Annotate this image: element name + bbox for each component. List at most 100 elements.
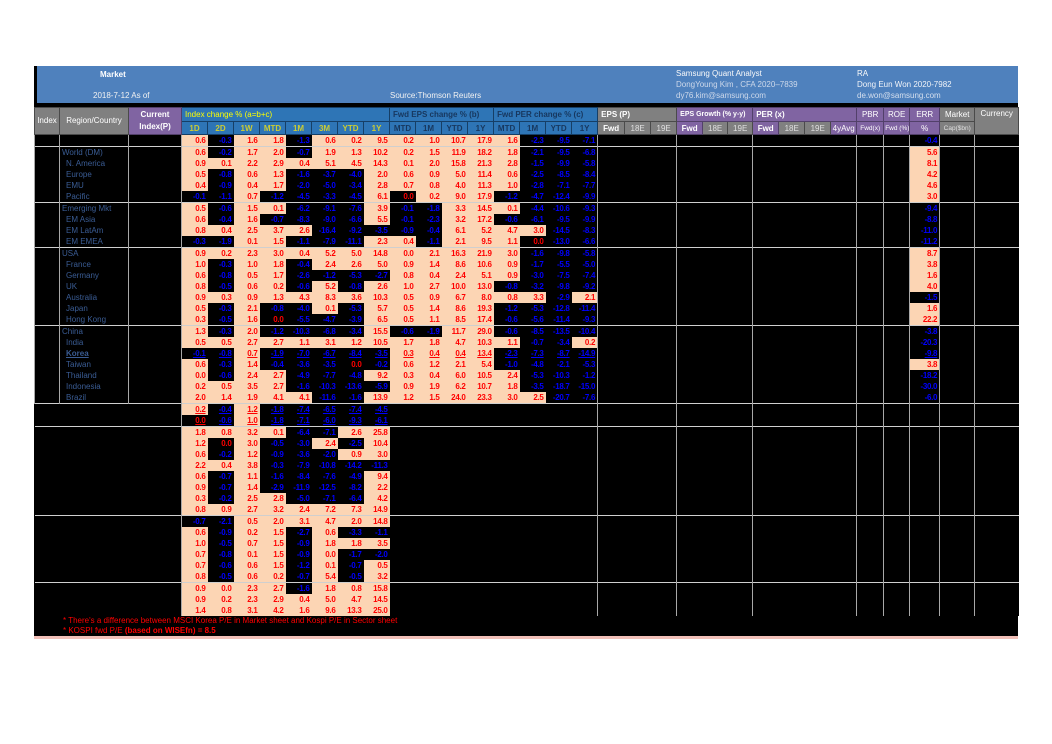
data-cell[interactable] [441,582,468,594]
data-cell[interactable] [441,504,468,516]
empty-cell[interactable] [830,270,858,281]
data-cell[interactable]: 0.5 [207,381,234,392]
empty-cell[interactable] [597,202,625,214]
data-cell[interactable]: 0.6 [311,527,338,538]
currency-cell[interactable] [974,438,1019,449]
data-cell[interactable]: 0.1 [311,560,338,571]
data-cell[interactable] [441,493,468,504]
data-cell[interactable]: -11.4 [545,314,572,326]
empty-cell[interactable] [830,426,858,438]
data-cell[interactable]: 18.2 [467,146,494,158]
data-cell[interactable] [441,538,468,549]
data-cell[interactable] [467,403,494,415]
data-cell[interactable] [571,527,599,538]
data-cell[interactable]: 2.0 [363,169,390,180]
empty-cell[interactable] [727,426,754,438]
marketcap-cell[interactable] [939,359,976,370]
empty-cell[interactable] [830,214,858,225]
empty-cell[interactable] [883,504,911,516]
current-index-cell[interactable] [128,292,182,303]
empty-cell[interactable] [597,180,625,191]
empty-cell[interactable] [830,292,858,303]
currency-cell[interactable] [974,314,1019,326]
data-cell[interactable] [545,582,572,594]
data-cell[interactable]: 0.4 [285,247,312,259]
data-cell[interactable]: 2.6 [363,281,390,292]
currency-cell[interactable] [974,515,1019,527]
data-cell[interactable]: 1.1 [415,314,442,326]
index-cell[interactable] [34,392,60,404]
currency-cell[interactable] [974,270,1019,281]
empty-cell[interactable] [676,493,703,504]
data-cell[interactable]: -5.8 [571,158,599,169]
data-cell[interactable]: 9.5 [467,236,494,248]
empty-cell[interactable] [804,202,831,214]
data-cell[interactable]: 3.0 [493,392,520,404]
data-cell[interactable]: 0.5 [207,337,234,348]
empty-cell[interactable] [856,482,885,493]
data-cell[interactable]: -6.8 [571,146,599,158]
empty-cell[interactable] [778,549,805,560]
marketcap-cell[interactable] [939,259,976,270]
current-index-cell[interactable] [128,314,182,326]
data-cell[interactable]: -0.6 [207,560,234,571]
err-cell[interactable]: -9.8 [909,348,941,359]
empty-cell[interactable] [778,270,805,281]
empty-cell[interactable] [597,471,625,482]
empty-cell[interactable] [752,438,779,449]
data-cell[interactable]: 0.6 [181,527,208,538]
empty-cell[interactable] [856,504,885,516]
data-cell[interactable]: 3.5 [233,381,260,392]
empty-cell[interactable] [624,582,651,594]
currency-cell[interactable] [974,247,1019,259]
current-index-cell[interactable] [128,325,182,337]
empty-cell[interactable] [702,225,728,236]
data-cell[interactable]: 0.2 [259,281,286,292]
empty-cell[interactable] [727,381,754,392]
current-index-cell[interactable] [128,415,182,427]
data-cell[interactable]: -1.9 [259,348,286,359]
data-cell[interactable] [571,549,599,560]
data-cell[interactable]: -2.0 [311,449,338,460]
marketcap-cell[interactable] [939,169,976,180]
data-cell[interactable]: 3.0 [233,438,260,449]
data-cell[interactable]: -10.6 [545,202,572,214]
empty-cell[interactable] [597,325,625,337]
data-cell[interactable]: -8.5 [545,169,572,180]
data-cell[interactable]: 0.1 [259,202,286,214]
data-cell[interactable]: 0.7 [233,538,260,549]
data-cell[interactable]: 0.2 [181,381,208,392]
empty-cell[interactable] [597,560,625,571]
err-cell[interactable] [909,460,941,471]
marketcap-cell[interactable] [939,337,976,348]
data-cell[interactable]: 0.3 [389,370,416,381]
empty-cell[interactable] [650,560,678,571]
empty-cell[interactable] [856,527,885,538]
empty-cell[interactable] [624,471,651,482]
data-cell[interactable] [415,426,442,438]
empty-cell[interactable] [676,560,703,571]
data-cell[interactable]: 14.9 [363,504,390,516]
empty-cell[interactable] [624,134,651,147]
empty-cell[interactable] [830,158,858,169]
empty-cell[interactable] [830,303,858,314]
empty-cell[interactable] [856,214,885,225]
data-cell[interactable]: -0.1 [181,348,208,359]
data-cell[interactable]: 0.5 [363,560,390,571]
empty-cell[interactable] [624,236,651,248]
data-cell[interactable] [545,460,572,471]
err-cell[interactable] [909,527,941,538]
empty-cell[interactable] [727,337,754,348]
data-cell[interactable]: 8.5 [441,314,468,326]
empty-cell[interactable] [856,292,885,303]
data-cell[interactable]: 0.6 [233,169,260,180]
empty-cell[interactable] [856,325,885,337]
currency-cell[interactable] [974,381,1019,392]
empty-cell[interactable] [597,191,625,203]
data-cell[interactable]: -10.3 [311,381,338,392]
empty-cell[interactable] [702,471,728,482]
empty-cell[interactable] [727,134,754,147]
data-cell[interactable]: -3.4 [337,180,364,191]
empty-cell[interactable] [778,381,805,392]
empty-cell[interactable] [727,594,754,605]
